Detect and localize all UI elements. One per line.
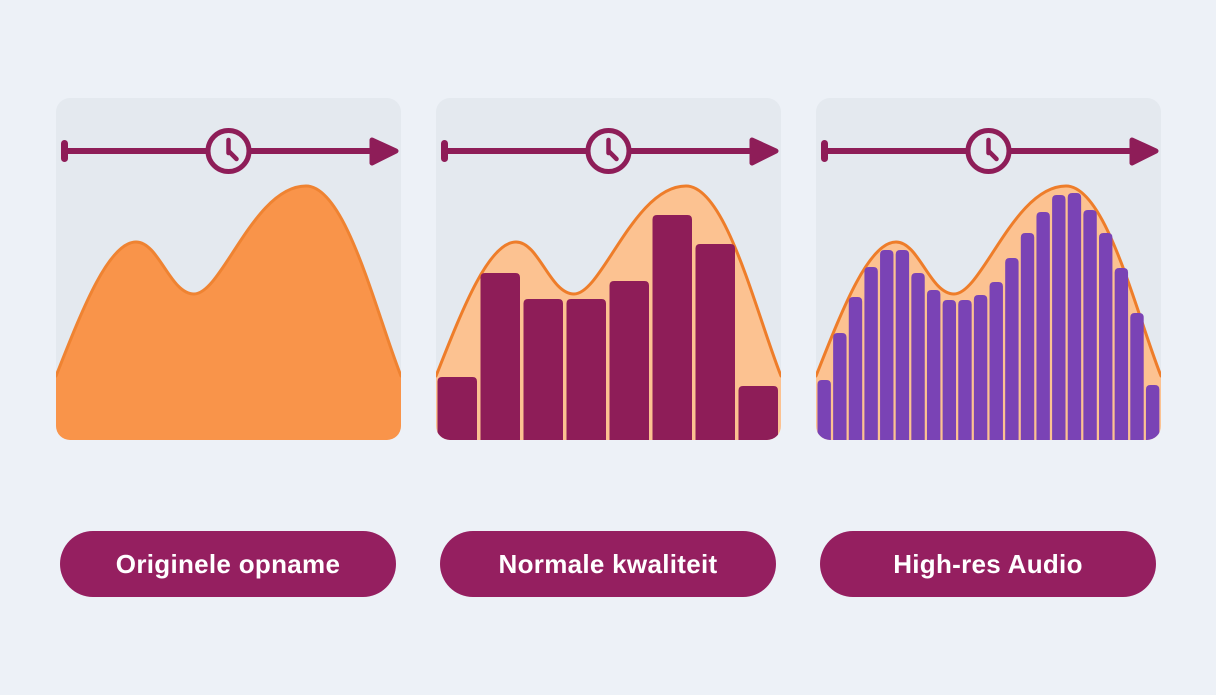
- sample-bar: [1051, 195, 1065, 440]
- normal-quality-label-text: Normale kwaliteit: [498, 548, 718, 579]
- highres-audio-label: High-res Audio: [820, 531, 1156, 597]
- clock-hands: [605, 137, 619, 162]
- sample-bar: [848, 297, 862, 440]
- sample-bar: [1098, 233, 1112, 440]
- sample-bar: [1067, 193, 1081, 440]
- panel-original-recording: Originele opname: [55, 98, 401, 597]
- waveform-area: [435, 186, 781, 440]
- clock-icon: [205, 128, 251, 174]
- sample-bars: [437, 215, 778, 440]
- sample-bar: [1082, 210, 1097, 440]
- sample-bar: [480, 273, 520, 440]
- sample-bar: [957, 300, 972, 440]
- sample-bar: [910, 273, 925, 440]
- sample-bar: [895, 250, 909, 440]
- original-recording-label: Originele opname: [60, 531, 396, 597]
- sample-bar: [738, 386, 778, 440]
- waveform-area: [55, 186, 401, 440]
- sample-bar: [1129, 313, 1144, 440]
- sample-bar: [973, 295, 987, 440]
- timeline-arrowhead: [1129, 137, 1158, 166]
- sample-bar: [942, 300, 956, 440]
- sample-bar: [652, 215, 692, 440]
- sample-bar: [1004, 258, 1019, 440]
- clock-icon: [585, 128, 631, 174]
- sample-bars: [817, 193, 1159, 440]
- sample-bar: [863, 267, 878, 440]
- panel-normal-quality: Normale kwaliteit: [435, 98, 781, 597]
- timeline-arrowhead: [749, 137, 778, 166]
- sample-bar: [879, 250, 893, 440]
- sample-bar: [1020, 233, 1034, 440]
- sample-bar: [1035, 212, 1050, 440]
- original-waveform-card: [55, 98, 401, 440]
- sample-bar: [695, 244, 735, 440]
- clock-icon: [965, 128, 1011, 174]
- waveform-curve: [55, 184, 401, 378]
- sample-bar: [523, 299, 563, 440]
- original-waveform-figure: [55, 128, 401, 440]
- timeline-arrowhead: [369, 137, 398, 166]
- sample-bar: [1145, 385, 1159, 440]
- clock-hands: [225, 137, 239, 162]
- highres-audio-label-text: High-res Audio: [893, 548, 1083, 579]
- normal-quality-figure: [435, 128, 781, 440]
- clock-hands: [985, 137, 999, 162]
- waveform-curve: [435, 184, 781, 378]
- sample-bar: [1114, 268, 1128, 440]
- highres-audio-figure: [815, 128, 1161, 440]
- sample-bar: [566, 299, 606, 440]
- sample-bar: [817, 380, 831, 440]
- audio-quality-infographic: Originele opname Normale kwaliteit High-…: [55, 98, 1161, 597]
- highres-audio-card: [815, 98, 1161, 440]
- sample-bar: [989, 282, 1003, 440]
- panel-highres-audio: High-res Audio: [815, 98, 1161, 597]
- normal-quality-label: Normale kwaliteit: [440, 531, 776, 597]
- normal-quality-card: [435, 98, 781, 440]
- original-recording-label-text: Originele opname: [115, 548, 341, 579]
- sample-bar: [609, 281, 649, 440]
- sample-bar: [926, 290, 940, 440]
- sample-bar: [437, 377, 477, 440]
- sample-bar: [832, 333, 847, 440]
